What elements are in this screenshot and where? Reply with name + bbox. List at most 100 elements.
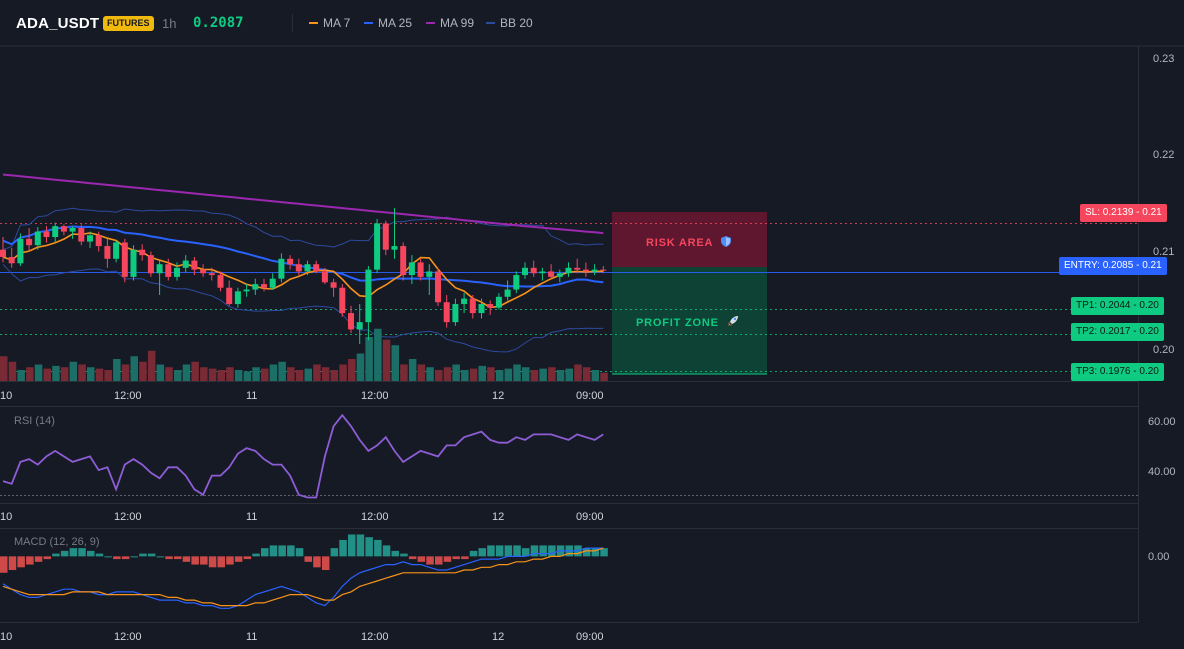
candle-body [208, 273, 215, 276]
legend-ma25[interactable]: MA 25 [364, 16, 412, 30]
time-tick: 12:00 [114, 390, 142, 402]
volume-bar [339, 364, 347, 381]
volume-bar [252, 367, 260, 381]
volume-bar [261, 368, 269, 381]
macd-histogram-bar [69, 548, 78, 557]
candle-body [78, 227, 85, 242]
candle-body [278, 258, 285, 279]
macd-pane [0, 534, 608, 609]
volume-bar [582, 367, 591, 381]
legend-swatch-navy [486, 22, 495, 24]
macd-histogram-bar [391, 550, 399, 557]
volume-bar [156, 364, 165, 381]
timeframe-label[interactable]: 1h [162, 16, 177, 31]
candle-body [556, 273, 563, 277]
time-tick: 11 [246, 511, 257, 523]
volume-bar [234, 370, 243, 381]
candle-body [295, 264, 302, 272]
macd-histogram-bar [408, 556, 417, 560]
candle-body [287, 258, 294, 265]
macd-histogram-bar [78, 548, 86, 557]
volume-bar [565, 368, 573, 381]
rsi-line [2, 413, 604, 499]
macd-histogram-bar [530, 545, 539, 557]
candle-body [461, 298, 468, 305]
candle-body [452, 304, 459, 323]
volume-bar [121, 364, 130, 381]
candle-body [8, 256, 15, 264]
candle-body [339, 287, 346, 314]
volume-bar [43, 368, 51, 381]
macd-tick: 0.00 [1148, 551, 1169, 563]
bollinger-bands [2, 207, 604, 353]
volume-bar [600, 372, 608, 381]
candle-body [600, 269, 607, 271]
volume-bar [200, 367, 208, 381]
volume-bar [513, 364, 521, 381]
macd-histogram-bar [504, 545, 513, 557]
macd-histogram-bar [17, 556, 25, 568]
tp3-price-tag: TP3: 0.1976 - 0.20 [1071, 363, 1164, 381]
macd-histogram-bar [34, 556, 43, 562]
macd-histogram-bar [121, 556, 130, 560]
candle-body [478, 304, 485, 314]
entry-price-tag: ENTRY: 0.2085 - 0.21 [1059, 257, 1167, 275]
candle-body [408, 262, 415, 276]
volume-bar [539, 368, 547, 381]
time-tick: 10 [0, 511, 12, 523]
candle-body [43, 231, 50, 238]
candle-body [217, 275, 224, 288]
volume-bar [556, 370, 565, 381]
macd-histogram-bar [234, 556, 243, 562]
time-tick: 12:00 [361, 631, 389, 643]
candle-body [130, 249, 137, 277]
macd-title[interactable]: MACD (12, 26, 9) [14, 536, 100, 548]
volume-bar [435, 370, 443, 381]
candle-body [104, 246, 111, 259]
candle-body [174, 267, 180, 277]
candle-body [252, 284, 259, 290]
legend-ma7[interactable]: MA 7 [309, 16, 350, 30]
volume-bar [278, 361, 286, 381]
candle-body [513, 275, 520, 290]
signal-line [2, 547, 604, 607]
legend-ma99[interactable]: MA 99 [426, 16, 474, 30]
candle-body [530, 267, 537, 274]
candle-body [539, 271, 546, 274]
price-axis[interactable]: 0.23 0.22 0.21 0.20 [1153, 53, 1174, 356]
candle-body [356, 322, 363, 330]
macd-histogram-bar [487, 545, 495, 557]
macd-histogram-bar [417, 556, 426, 562]
candle-body [443, 302, 450, 323]
legend-bb20[interactable]: BB 20 [486, 16, 533, 30]
tp1-price-tag: TP1: 0.2044 - 0.20 [1071, 297, 1164, 315]
macd-histogram-bar [522, 548, 530, 557]
price-tick: 0.21 [1153, 246, 1174, 258]
candle-body [469, 298, 476, 314]
time-axis-main[interactable]: 10 12:00 11 12:00 12 09:00 [0, 390, 604, 402]
volume-bar [548, 367, 556, 381]
candle-body [304, 264, 311, 272]
candle-body [504, 289, 511, 297]
candle-body [0, 249, 6, 257]
macd-histogram-bar [548, 545, 556, 557]
rsi-tick: 40.00 [1148, 466, 1176, 478]
volume-bar [78, 364, 86, 381]
time-tick: 10 [0, 631, 12, 643]
macd-histogram-bar [339, 539, 347, 557]
macd-histogram-bar [43, 556, 51, 560]
volume-bar [504, 368, 513, 381]
macd-histogram-bar [443, 556, 452, 562]
time-tick: 12:00 [114, 631, 142, 643]
rsi-title[interactable]: RSI (14) [14, 415, 55, 427]
macd-histogram-bar [478, 548, 486, 557]
time-tick: 12 [492, 390, 504, 402]
candle-body [400, 246, 407, 276]
legend-ma25-label: MA 25 [378, 16, 413, 30]
candle-body [52, 226, 59, 238]
macd-histogram-bar [461, 556, 469, 560]
symbol-title[interactable]: ADA_USDT [16, 15, 100, 32]
profit-zone-text: PROFIT ZONE [636, 317, 719, 329]
volume-bar [574, 364, 582, 381]
